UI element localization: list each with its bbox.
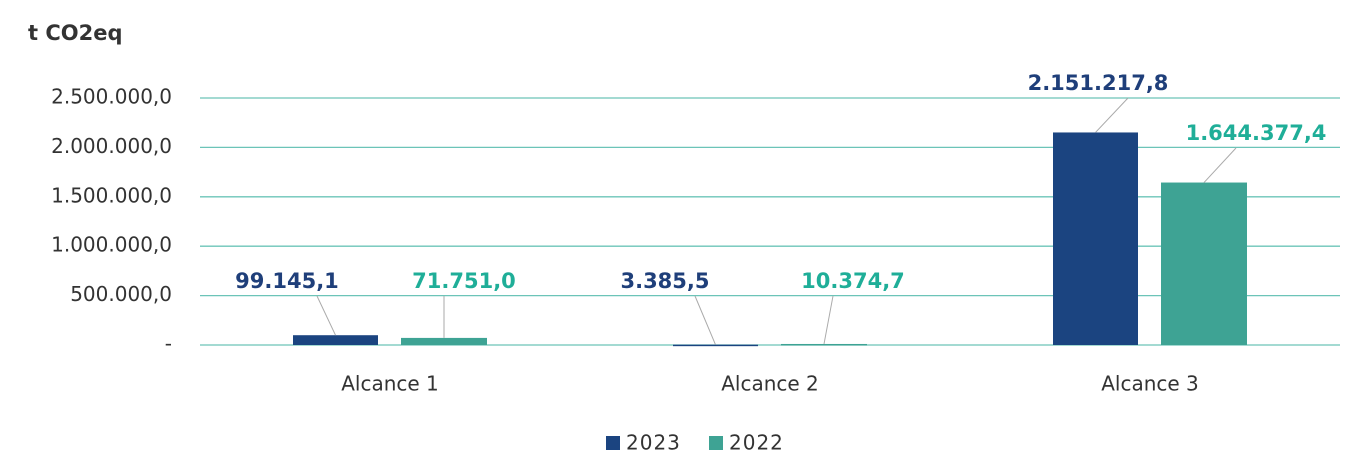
bar [1053,132,1138,345]
data-label: 2.151.217,8 [1028,71,1169,95]
legend-swatch [709,436,723,450]
leader-line [1203,147,1237,183]
y-tick-label: 1.000.000,0 [51,233,172,257]
x-tick-label: Alcance 2 [721,372,819,396]
data-label: 3.385,5 [620,269,709,293]
leader-line [316,295,336,336]
y-tick-label: 2.500.000,0 [51,85,172,109]
leader-line [823,295,834,345]
legend-swatch [606,436,620,450]
y-tick-label: - [165,332,172,356]
data-label: 99.145,1 [235,269,339,293]
bar [673,344,758,347]
bar [781,343,867,346]
leader-line [1095,97,1129,133]
legend-label: 2022 [729,431,784,455]
leader-line [694,295,716,345]
y-tick-label: 1.500.000,0 [51,183,172,207]
data-label: 10.374,7 [801,269,905,293]
x-tick-label: Alcance 1 [341,372,439,396]
bar [1161,182,1247,345]
bar [401,337,487,345]
bar [293,335,378,345]
data-label: 1.644.377,4 [1186,121,1327,145]
x-tick-label: Alcance 3 [1101,372,1199,396]
y-tick-label: 500.000,0 [70,282,172,306]
data-label: 71.751,0 [412,269,516,293]
y-tick-label: 2.000.000,0 [51,134,172,158]
legend-label: 2023 [626,431,681,455]
chart-title: t CO2eq [28,21,123,45]
